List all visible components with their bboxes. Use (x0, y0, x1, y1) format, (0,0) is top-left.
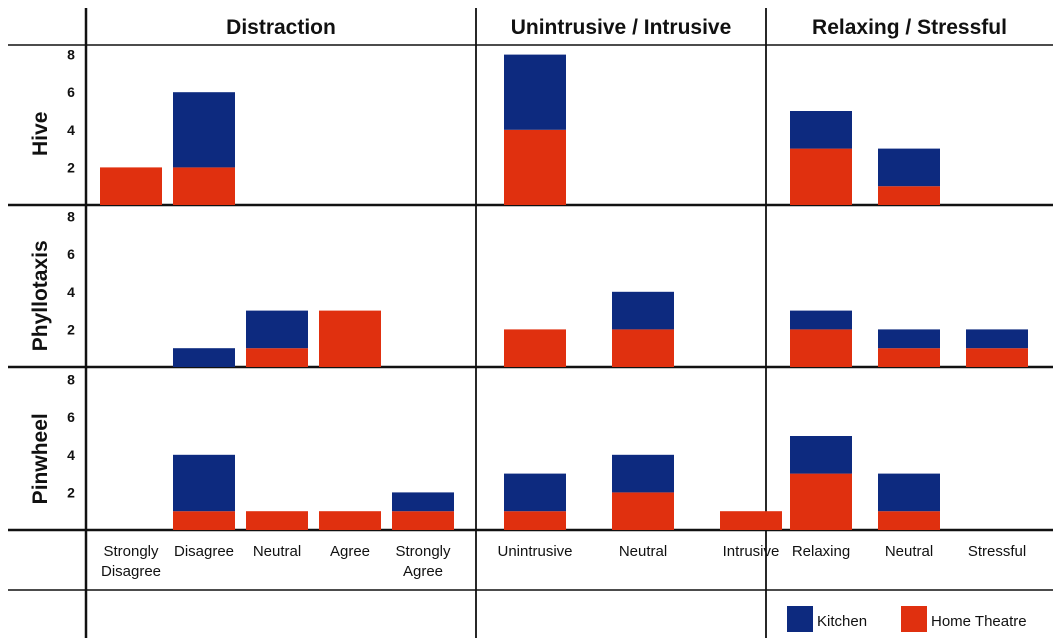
bar-home-theatre-pinwheel-relaxing-stressful-relaxing (790, 473, 852, 530)
row-title-phyllotaxis: Phyllotaxis (29, 240, 52, 351)
bar-kitchen-hive-relaxing-stressful-neutral (878, 148, 940, 187)
y-tick-label: 8 (67, 209, 75, 225)
row-titles: Hive Phyllotaxis Pinwheel (29, 112, 52, 505)
category-label-agree: Agree (330, 543, 370, 560)
y-tick-label: 4 (67, 284, 75, 300)
bar-kitchen-hive-unintrusive-intrusive-unintrusive (504, 54, 566, 130)
bar-home-theatre-pinwheel-relaxing-stressful-neutral (878, 511, 940, 530)
bar-kitchen-phyllotaxis-relaxing-stressful-stressful (966, 329, 1028, 349)
legend-swatch-home-theatre (901, 606, 927, 632)
bar-kitchen-phyllotaxis-unintrusive-intrusive-neutral (612, 291, 674, 330)
category-label-strongly-agree: Strongly Agree (395, 543, 451, 580)
bar-home-theatre-pinwheel-distraction-disagree (173, 511, 235, 530)
category-label-neutral: Neutral (619, 543, 667, 560)
bar-kitchen-pinwheel-distraction-disagree (173, 454, 235, 512)
y-tick-label: 6 (67, 246, 75, 262)
y-axes: 2 4 6 8 2 4 6 8 2 4 6 8 (67, 47, 75, 501)
bar-home-theatre-hive-relaxing-stressful-relaxing (790, 148, 852, 205)
bar-kitchen-hive-distraction-disagree (173, 92, 235, 168)
category-label-disagree: Disagree (174, 543, 234, 560)
y-tick-label: 6 (67, 409, 75, 425)
y-tick-label: 6 (67, 84, 75, 100)
bar-kitchen-phyllotaxis-distraction-disagree (173, 348, 235, 367)
category-label-neutral: Neutral (253, 543, 301, 560)
y-tick-label: 2 (67, 321, 75, 337)
legend: Kitchen Home Theatre (787, 606, 1027, 632)
bar-kitchen-pinwheel-relaxing-stressful-relaxing (790, 436, 852, 474)
bar-home-theatre-phyllotaxis-distraction-neutral (246, 348, 308, 367)
category-label-unintrusive: Unintrusive (497, 543, 572, 560)
bar-kitchen-pinwheel-distraction-strongly-agree (392, 492, 454, 512)
bar-home-theatre-hive-distraction-strongly-disagree (100, 167, 162, 205)
y-tick-label: 2 (67, 159, 75, 175)
bar-home-theatre-phyllotaxis-unintrusive-intrusive-neutral (612, 329, 674, 367)
bar-kitchen-phyllotaxis-relaxing-stressful-relaxing (790, 310, 852, 330)
row-title-hive: Hive (29, 112, 52, 156)
category-label-stressful: Stressful (968, 543, 1026, 560)
column-title-relaxing-stressful: Relaxing / Stressful (812, 16, 1007, 39)
bar-home-theatre-phyllotaxis-relaxing-stressful-neutral (878, 348, 940, 367)
row-title-pinwheel: Pinwheel (29, 413, 52, 504)
column-title-unintrusive-intrusive: Unintrusive / Intrusive (511, 16, 732, 39)
y-tick-label: 2 (67, 484, 75, 500)
bar-home-theatre-hive-distraction-disagree (173, 167, 235, 205)
bar-home-theatre-pinwheel-unintrusive-intrusive-neutral (612, 492, 674, 530)
y-tick-label: 4 (67, 447, 75, 463)
category-label-strongly-disagree: Strongly Disagree (101, 543, 161, 580)
bar-kitchen-phyllotaxis-relaxing-stressful-neutral (878, 329, 940, 349)
bar-kitchen-hive-relaxing-stressful-relaxing (790, 111, 852, 149)
bar-home-theatre-phyllotaxis-relaxing-stressful-relaxing (790, 329, 852, 367)
bar-home-theatre-pinwheel-distraction-neutral (246, 511, 308, 530)
legend-label-home-theatre: Home Theatre (931, 613, 1027, 630)
bar-home-theatre-pinwheel-distraction-agree (319, 511, 381, 530)
bar-home-theatre-hive-relaxing-stressful-neutral (878, 186, 940, 205)
bar-home-theatre-pinwheel-distraction-strongly-agree (392, 511, 454, 530)
column-title-distraction: Distraction (226, 16, 336, 39)
category-labels: Strongly Disagree Disagree Neutral Agree Stro… (101, 543, 1026, 580)
legend-swatch-kitchen (787, 606, 813, 632)
bar-home-theatre-pinwheel-unintrusive-intrusive-unintrusive (504, 511, 566, 530)
bar-kitchen-pinwheel-relaxing-stressful-neutral (878, 473, 940, 512)
y-tick-label: 8 (67, 47, 75, 63)
y-tick-label: 8 (67, 372, 75, 388)
bar-home-theatre-hive-unintrusive-intrusive-unintrusive (504, 129, 566, 205)
category-label-relaxing: Relaxing (792, 543, 850, 560)
bar-kitchen-phyllotaxis-distraction-neutral (246, 310, 308, 349)
bar-home-theatre-phyllotaxis-unintrusive-intrusive-unintrusive (504, 329, 566, 367)
bar-home-theatre-pinwheel-unintrusive-intrusive-intrusive (720, 511, 782, 530)
category-label-intrusive: Intrusive (723, 543, 780, 560)
bar-kitchen-pinwheel-unintrusive-intrusive-neutral (612, 454, 674, 493)
category-label-neutral: Neutral (885, 543, 933, 560)
legend-label-kitchen: Kitchen (817, 613, 867, 630)
column-titles: Distraction Unintrusive / Intrusive Relaxi… (226, 16, 1007, 39)
bar-kitchen-pinwheel-unintrusive-intrusive-unintrusive (504, 473, 566, 512)
bar-home-theatre-phyllotaxis-relaxing-stressful-stressful (966, 348, 1028, 367)
bars (100, 54, 1028, 530)
y-tick-label: 4 (67, 122, 75, 138)
bar-home-theatre-phyllotaxis-distraction-agree (319, 310, 381, 367)
